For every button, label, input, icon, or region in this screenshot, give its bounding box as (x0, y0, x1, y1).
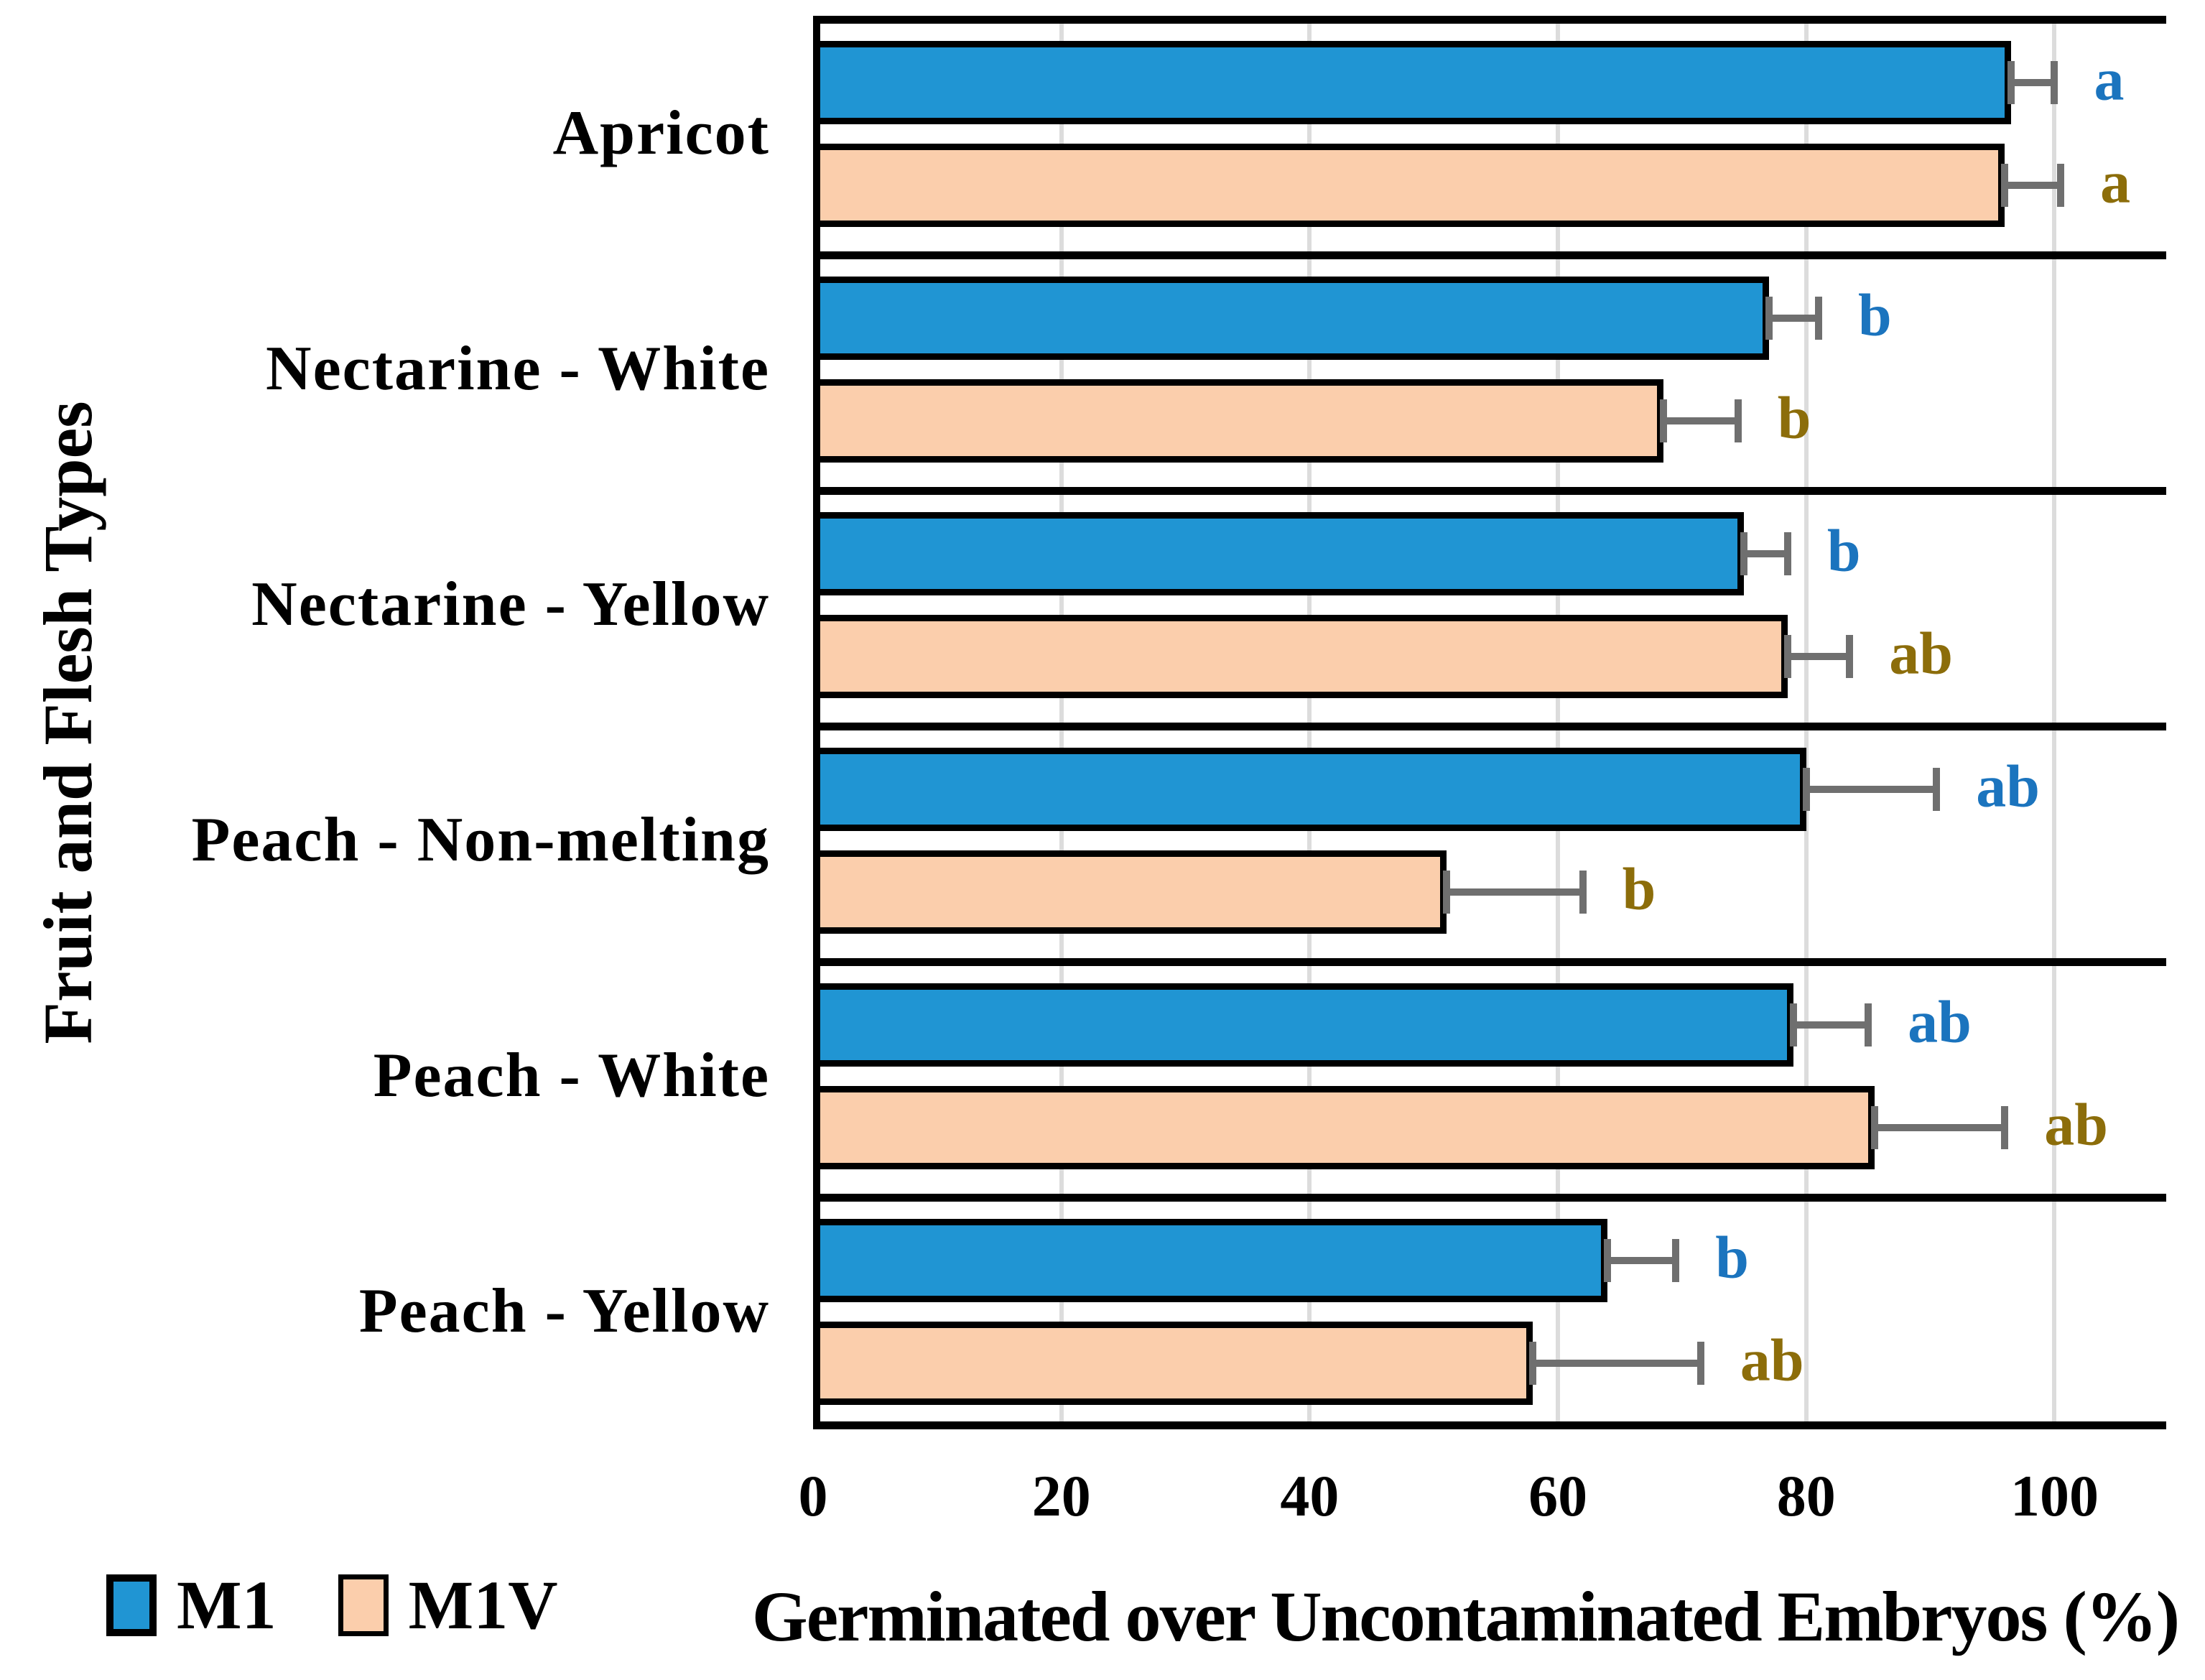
error-cap-inner (1442, 871, 1450, 914)
error-bar-m1-5 (1793, 1021, 1869, 1029)
error-bar-m1-4 (1806, 786, 1937, 793)
error-cap-outer (1579, 871, 1587, 914)
bar-m1-5 (813, 983, 1794, 1067)
error-bar-m1v-3 (1787, 653, 1850, 660)
significance-letter-m1v-3: ab (1889, 620, 1953, 687)
legend-item-m1v: M1V (338, 1571, 558, 1640)
error-bar-m1v-4 (1446, 888, 1583, 896)
error-bar-m1v-6 (1533, 1360, 1701, 1367)
category-separator (813, 251, 2166, 259)
significance-letter-m1v-2: b (1777, 384, 1811, 452)
error-cap-outer (2057, 164, 2065, 207)
error-bar-m1-6 (1607, 1257, 1676, 1264)
x-tick-label-0: 0 (798, 1463, 828, 1528)
error-bar-m1-1 (2010, 79, 2055, 86)
bar-m1-1 (813, 41, 2011, 124)
error-cap-outer (1846, 635, 1854, 678)
bar-m1-3 (813, 512, 1745, 595)
error-cap-outer (1696, 1342, 1704, 1385)
plot-area: a a b b b ab ab b ab ab b ab (813, 16, 2166, 1429)
category-separator (813, 487, 2166, 495)
legend: M1 M1V (106, 1564, 558, 1646)
y-axis-line (813, 16, 820, 1429)
error-cap-outer (1933, 768, 1941, 811)
x-tick-label-20: 20 (1031, 1463, 1091, 1528)
significance-letter-m1-6: b (1715, 1224, 1749, 1291)
legend-label-m1: M1 (177, 1567, 277, 1643)
bar-m1v-5 (813, 1086, 1875, 1169)
significance-letter-m1v-1: a (2100, 149, 2131, 216)
error-bar-m1-2 (1768, 315, 1819, 322)
significance-letter-m1v-5: ab (2044, 1091, 2109, 1159)
error-bar-m1v-5 (1874, 1124, 2005, 1131)
error-cap-outer (1815, 297, 1823, 340)
error-cap-inner (1529, 1342, 1537, 1385)
legend-item-m1: M1 (106, 1571, 277, 1640)
bar-m1v-4 (813, 850, 1447, 934)
error-bar-m1v-1 (2005, 182, 2061, 189)
error-cap-inner (1659, 399, 1667, 442)
x-axis-line (813, 1421, 2166, 1429)
bar-m1v-3 (813, 615, 1788, 698)
bar-m1v-6 (813, 1322, 1533, 1405)
significance-letter-m1v-4: b (1622, 855, 1656, 923)
error-cap-inner (1765, 297, 1773, 340)
legend-swatch-m1 (106, 1574, 157, 1636)
category-separator (813, 1194, 2166, 1202)
error-bar-m1-3 (1744, 550, 1788, 557)
x-tick-label-40: 40 (1280, 1463, 1340, 1528)
error-cap-outer (1734, 399, 1742, 442)
bar-m1v-2 (813, 379, 1663, 463)
error-cap-inner (1870, 1106, 1878, 1149)
x-tick-label-80: 80 (1776, 1463, 1836, 1528)
error-bar-m1v-2 (1663, 417, 1738, 424)
error-cap-outer (2051, 61, 2058, 104)
x-tick-label-60: 60 (1528, 1463, 1588, 1528)
bar-m1-4 (813, 748, 1806, 831)
y-axis-title: Fruit and Flesh Types (29, 401, 106, 1044)
bar-m1-2 (813, 277, 1769, 360)
significance-letter-m1-5: ab (1908, 988, 1972, 1056)
error-cap-outer (2001, 1106, 2009, 1149)
error-cap-inner (1604, 1239, 1612, 1282)
bar-m1-6 (813, 1219, 1608, 1302)
category-label-5: Peach - White (373, 1041, 770, 1110)
error-cap-inner (2007, 61, 2015, 104)
significance-letter-m1-1: a (2094, 46, 2125, 113)
x-tick-label-100: 100 (2010, 1463, 2099, 1528)
error-cap-inner (1802, 768, 1810, 811)
legend-swatch-m1v (338, 1574, 389, 1636)
significance-letter-m1-3: b (1826, 517, 1861, 585)
error-cap-inner (1790, 1003, 1798, 1046)
significance-letter-m1v-6: ab (1740, 1327, 1804, 1394)
error-cap-inner (2001, 164, 2009, 207)
category-label-4: Peach - Non-melting (191, 805, 770, 875)
significance-letter-m1-4: ab (1976, 753, 2040, 820)
category-separator (813, 958, 2166, 966)
category-label-2: Nectarine - White (266, 334, 770, 404)
error-cap-outer (1783, 532, 1791, 575)
legend-label-m1v: M1V (408, 1567, 558, 1643)
error-cap-inner (1783, 635, 1791, 678)
x-axis-title: Germinated over Uncontaminated Embryos (… (751, 1577, 2180, 1656)
error-cap-outer (1672, 1239, 1680, 1282)
category-label-1: Apricot (552, 98, 770, 168)
error-cap-inner (1740, 532, 1748, 575)
category-label-3: Nectarine - Yellow (251, 570, 770, 639)
category-label-6: Peach - Yellow (358, 1276, 770, 1346)
significance-letter-m1-2: b (1858, 282, 1892, 349)
error-cap-outer (1865, 1003, 1872, 1046)
category-separator (813, 723, 2166, 730)
plot-top-border (813, 16, 2166, 24)
bar-m1v-1 (813, 144, 2005, 227)
